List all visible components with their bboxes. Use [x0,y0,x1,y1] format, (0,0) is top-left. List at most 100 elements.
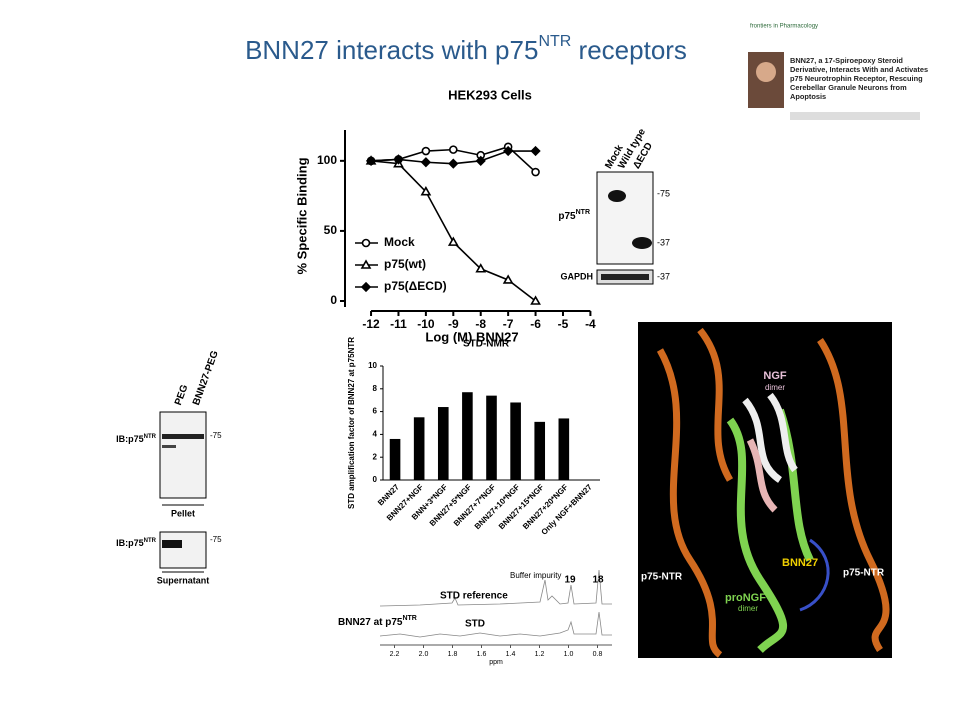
y-tick-label: 10 [368,361,377,370]
ribbon [746,438,778,513]
structure-label: proNGF [725,592,766,604]
peak-label: 18 [592,575,604,586]
x-tick-label: 2.0 [419,651,429,658]
marker [449,145,458,154]
marker [475,155,486,166]
bar [389,438,401,480]
mw-marker: -75 [657,188,670,198]
x-tick-label: -11 [390,317,407,331]
structure-label: dimer [738,604,758,613]
lane-label: BNN27-PEG [191,349,221,407]
label-sup: NTR [144,434,157,440]
nmr-label: STD reference [440,591,508,602]
marker [475,263,487,273]
peak-label: 19 [564,575,576,586]
x-tick-label: 1.8 [448,651,458,658]
mw-marker: -75 [210,431,222,440]
marker [420,186,432,196]
x-tick-label: 0.8 [593,651,603,658]
x-tick-label: -12 [362,317,380,331]
paper-thumbnail: frontiers in Pharmacology BNN27, a 17-Sp… [748,24,929,120]
marker [393,154,404,165]
mw-marker: -37 [657,271,670,281]
marker [420,157,432,168]
band [162,540,182,548]
marker [531,167,540,177]
y-tick-label: 0 [330,293,337,307]
blot-label: GAPDH [560,271,593,281]
marker [503,145,514,157]
structure-label: p75-NTR [843,568,885,579]
x-tick-label: 1.4 [506,651,516,658]
blot-label: IB:p75NTR [116,434,157,445]
structure-label: NGF [763,370,787,382]
mw-marker: -75 [210,535,222,544]
marker [530,295,541,305]
structure-label: dimer [765,383,785,392]
bar [413,417,425,480]
bar [462,392,473,480]
label: IB:p75 [116,538,144,548]
chart-title: HEK293 Cells [448,87,532,102]
legend-label: p75(wt) [384,257,426,271]
y-tick-label: 0 [373,475,378,484]
marker [530,145,541,157]
band [608,190,626,202]
blot-panel [596,171,654,265]
title-sup: NTR [538,33,571,50]
mw-marker: -37 [657,237,670,247]
marker [360,259,372,269]
x-tick-label: 2.2 [390,651,400,658]
ribbon [799,538,830,612]
author-face [756,62,776,82]
y-tick-label: 4 [373,430,378,439]
marker [365,155,377,166]
label-sup: NTR [576,209,590,216]
structure-label: p75-NTR [641,572,683,583]
ribbon [742,392,798,483]
journal-name: frontiers in Pharmacology [750,24,818,30]
bar [510,402,521,480]
label-sup: NTR [144,538,157,544]
marker [502,274,514,284]
axis-unit: ppm [489,659,503,666]
marker [447,236,459,246]
label: BNN27 at p75 [338,617,403,628]
bar [437,407,449,480]
paper-title: BNN27, a 17-Spiroepoxy Steroid Derivativ… [790,56,929,101]
paper-title-box: BNN27, a 17-Spiroepoxy Steroid Derivativ… [790,56,929,101]
author-list [790,112,920,120]
x-tick-label: -9 [448,317,459,331]
band [162,445,176,448]
band [601,274,649,280]
protein-structure: NGF dimer p75-NTR p75-NTR BNN27 proNGF d… [638,322,892,658]
hek-blot: Mock Wild type ΔECD p75NTR GAPDH -75 -37… [558,127,670,285]
x-tick-label: -10 [417,317,435,331]
nmr-label: BNN27 at p75NTR [338,615,417,628]
bar [534,421,546,480]
legend-label: Mock [384,235,415,249]
marker [361,238,371,248]
blot-caption: Supernatant [157,575,210,585]
x-tick-label: BNN27+5*NGF [428,482,474,528]
blot-label: p75NTR [558,209,590,222]
x-tick-label: -6 [530,317,541,331]
marker [421,146,431,156]
x-axis-label: Log (M) BNN27 [425,329,518,344]
slide-title: BNN27 interacts with p75NTR receptors [245,33,687,65]
y-axis-label: % Specific Binding [294,157,309,274]
y-tick-label: 2 [373,452,378,461]
legend-label: p75(ΔECD) [384,279,447,293]
std-trace [379,611,612,638]
bar [558,418,570,480]
label: p75 [558,211,576,222]
label: IB:p75 [116,434,144,444]
x-tick-label: -8 [475,317,486,331]
x-tick-label: 1.2 [535,651,545,658]
title-text: receptors [571,35,687,65]
blot-label: IB:p75NTR [116,538,157,549]
nmr-label: STD [465,619,485,630]
x-tick-label: -4 [585,317,596,331]
